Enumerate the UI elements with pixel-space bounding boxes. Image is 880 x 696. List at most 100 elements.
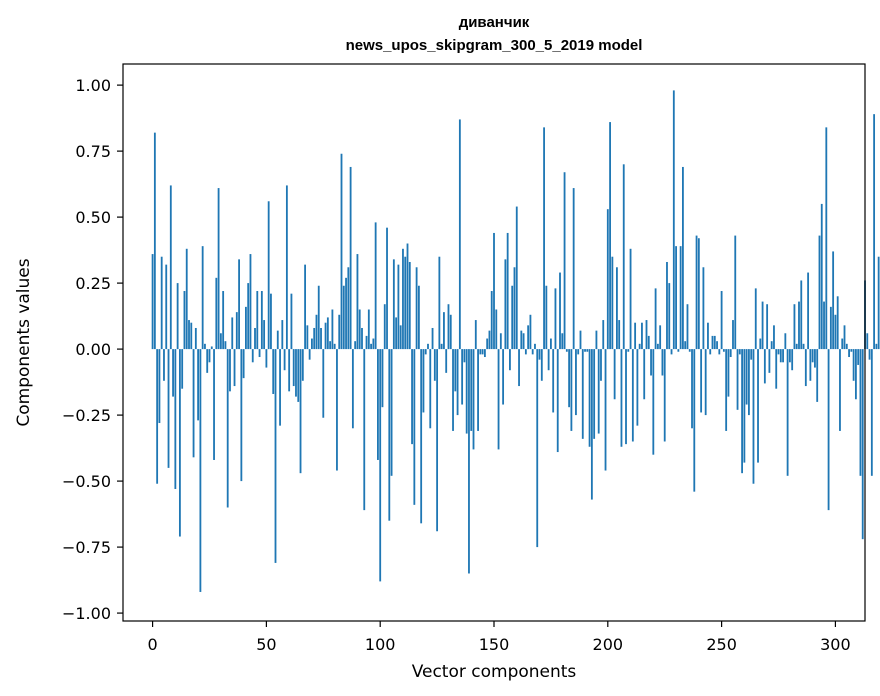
bar (279, 349, 281, 426)
bar (479, 349, 482, 355)
bar (584, 349, 586, 352)
bar (652, 349, 655, 455)
bar (495, 309, 498, 350)
bar (338, 314, 341, 350)
bar (219, 333, 222, 350)
bar (447, 304, 450, 350)
bar (427, 343, 429, 350)
bar (663, 349, 666, 442)
bar (859, 349, 862, 476)
bar (194, 327, 197, 350)
bar (440, 343, 443, 350)
bar (231, 317, 234, 350)
bar (260, 291, 263, 350)
bar (688, 349, 691, 352)
bar (818, 235, 821, 350)
bar (276, 330, 279, 350)
bar (443, 312, 445, 350)
bar (365, 335, 368, 350)
bar (436, 349, 439, 532)
bar (609, 122, 611, 350)
bar (358, 309, 361, 350)
bar (618, 320, 621, 350)
bar (165, 264, 168, 350)
bar (190, 322, 193, 350)
bar (158, 349, 161, 424)
bar (192, 349, 195, 458)
bar (483, 349, 486, 358)
bar (622, 164, 625, 350)
bar (779, 349, 782, 363)
y-axis-label: Components values (14, 258, 34, 426)
bar (301, 349, 304, 381)
bar (513, 267, 516, 350)
bar (292, 349, 295, 387)
bar (656, 343, 659, 350)
bar (249, 254, 252, 350)
bar (493, 232, 495, 350)
bar (873, 114, 876, 350)
bar (752, 349, 755, 484)
bar (204, 343, 206, 350)
bar (226, 349, 229, 508)
bar (497, 349, 500, 450)
bar (299, 349, 302, 474)
bar (233, 349, 236, 387)
bar (297, 349, 300, 402)
bar (511, 285, 514, 350)
bar (361, 327, 363, 350)
bar (679, 246, 682, 350)
bar (595, 330, 598, 350)
bar (481, 349, 484, 355)
bar (502, 349, 505, 405)
bar (766, 304, 769, 350)
bar (695, 235, 698, 350)
bar (782, 349, 784, 363)
x-tick-label: 150 (479, 635, 510, 654)
bar (843, 325, 846, 350)
bar (693, 349, 696, 492)
bar (718, 349, 721, 355)
bar (848, 349, 850, 358)
bar (424, 349, 427, 355)
bar (839, 349, 841, 431)
bar (156, 349, 159, 484)
bar (641, 322, 643, 350)
bar (160, 256, 163, 350)
bar (311, 338, 313, 350)
bar (788, 349, 791, 363)
bar (245, 306, 247, 350)
bar (763, 349, 766, 384)
bar (490, 291, 493, 350)
bar (547, 349, 550, 371)
bar (773, 325, 775, 350)
bar (404, 256, 407, 350)
bar (540, 349, 543, 381)
bar (349, 166, 352, 350)
bar (363, 349, 366, 511)
y-tick-label: −0.25 (62, 406, 111, 425)
bar (590, 349, 593, 500)
bar (870, 349, 873, 476)
bar (784, 333, 787, 350)
bar (707, 322, 709, 350)
bar (210, 346, 213, 350)
bar (151, 254, 154, 350)
bar (163, 349, 165, 381)
bar (188, 320, 190, 350)
y-tick-label: 0.50 (75, 208, 111, 227)
bar (606, 209, 609, 350)
bar (397, 264, 400, 350)
bar (538, 349, 541, 360)
bar (836, 296, 839, 350)
bar (711, 335, 714, 350)
bar (581, 349, 584, 439)
bar (224, 341, 227, 350)
bar (381, 349, 384, 408)
bar (802, 343, 805, 350)
bar (370, 343, 372, 350)
bar (757, 349, 759, 463)
bar (527, 325, 530, 350)
bar (650, 349, 652, 376)
